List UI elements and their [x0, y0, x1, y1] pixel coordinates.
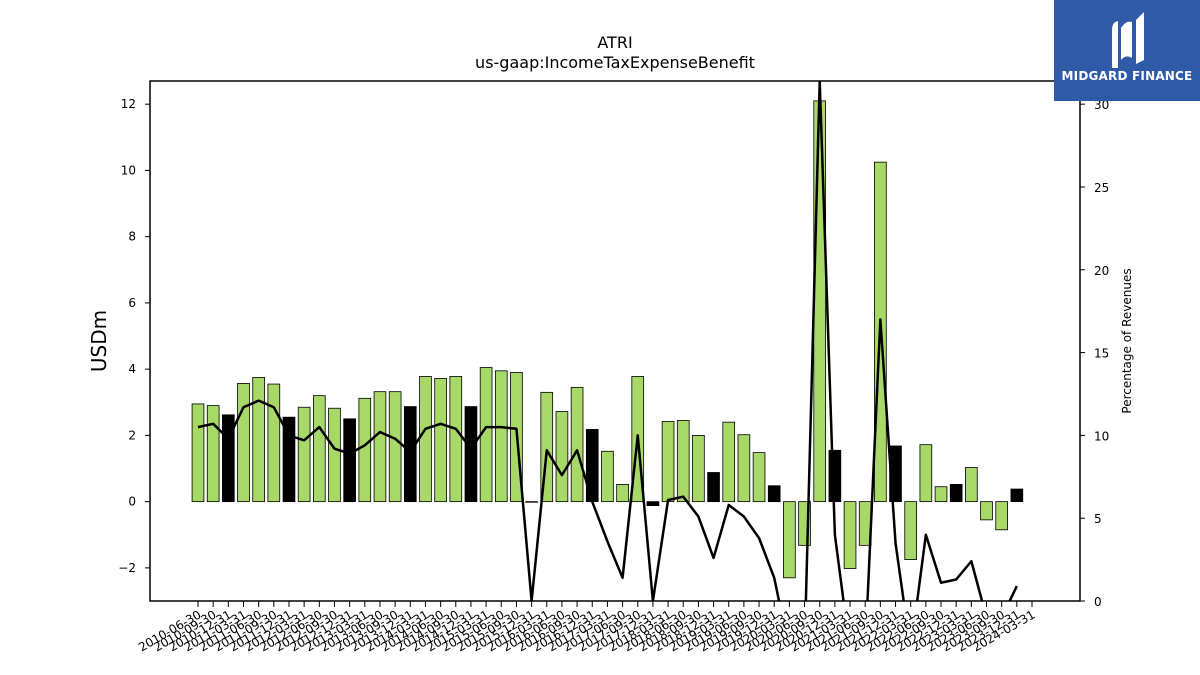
- y-tick-label: −2: [118, 561, 136, 575]
- y-axis-label: USDm: [87, 310, 111, 372]
- y-tick-label: 12: [121, 97, 136, 111]
- bar: [949, 484, 963, 503]
- bar: [616, 484, 629, 503]
- bar: [494, 370, 508, 503]
- ratio-line: [197, 81, 1018, 601]
- logo-text: MIDGARD FINANCE: [1061, 69, 1193, 83]
- bar: [525, 501, 538, 503]
- left-axis: −2 0 2 4 6 8 10 12: [118, 97, 150, 575]
- bar: [1010, 488, 1024, 503]
- bar: [252, 377, 265, 503]
- y-tick-label: 6: [128, 296, 136, 310]
- bar: [828, 449, 842, 503]
- y-tick-label: 0: [128, 495, 136, 509]
- right-tick-label: 30: [1094, 98, 1109, 112]
- bar: [676, 420, 690, 503]
- bar-series: [191, 100, 1024, 579]
- bar: [722, 421, 736, 503]
- bar: [403, 406, 417, 503]
- brand-logo: MIDGARD FINANCE: [1054, 0, 1200, 101]
- right-tick-label: 10: [1094, 429, 1109, 443]
- bar: [767, 485, 781, 503]
- bar: [646, 501, 660, 507]
- bar: [282, 416, 296, 503]
- bar: [843, 501, 857, 569]
- bar: [555, 411, 569, 503]
- right-axis-label: Percentage of Revenues: [1120, 268, 1134, 413]
- bar: [965, 467, 978, 503]
- bar: [707, 472, 720, 503]
- chart-subtitle: us-gaap:IncomeTaxExpenseBenefit: [475, 53, 755, 72]
- bar: [783, 501, 796, 579]
- right-tick-label: 5: [1094, 512, 1102, 526]
- bar: [737, 434, 751, 503]
- bar: [267, 383, 281, 503]
- bar: [222, 414, 235, 503]
- right-tick-label: 0: [1094, 595, 1102, 609]
- bar: [328, 407, 341, 503]
- bar: [373, 391, 387, 503]
- y-tick-label: 8: [128, 230, 136, 244]
- right-tick-label: 15: [1094, 347, 1109, 361]
- bar: [464, 406, 478, 503]
- bar: [449, 376, 463, 503]
- bar: [919, 444, 933, 503]
- bar: [798, 501, 811, 546]
- y-tick-label: 2: [128, 428, 136, 442]
- y-tick-label: 10: [121, 163, 136, 177]
- bar: [419, 376, 432, 503]
- bar: [297, 406, 311, 503]
- bar: [206, 405, 220, 503]
- right-axis: 0 5 10 15 20 25 30: [1080, 98, 1109, 609]
- right-tick-label: 20: [1094, 264, 1109, 278]
- plot-frame: [149, 80, 1081, 602]
- midgard-logo-icon: [1112, 12, 1144, 68]
- bar: [813, 100, 827, 503]
- bar: [191, 403, 205, 503]
- line-series: [197, 81, 1018, 601]
- bar: [343, 418, 356, 503]
- bar: [358, 397, 372, 503]
- bar: [752, 452, 766, 503]
- chart-title: ATRI: [597, 33, 632, 52]
- bar: [995, 501, 1008, 531]
- bar: [980, 501, 993, 521]
- y-tick-label: 4: [128, 362, 136, 376]
- x-axis: 2010-06-302010-09-302010-12-312011-03-31…: [136, 601, 1038, 654]
- bar: [540, 391, 554, 503]
- bar: [388, 391, 402, 503]
- bar: [692, 434, 705, 503]
- bar: [601, 450, 614, 503]
- bar: [237, 382, 250, 503]
- right-tick-label: 25: [1094, 181, 1109, 195]
- bar: [570, 386, 584, 503]
- bar: [661, 421, 675, 503]
- bar: [312, 395, 326, 503]
- bar: [434, 378, 447, 503]
- bar: [904, 501, 918, 560]
- bar: [934, 486, 948, 503]
